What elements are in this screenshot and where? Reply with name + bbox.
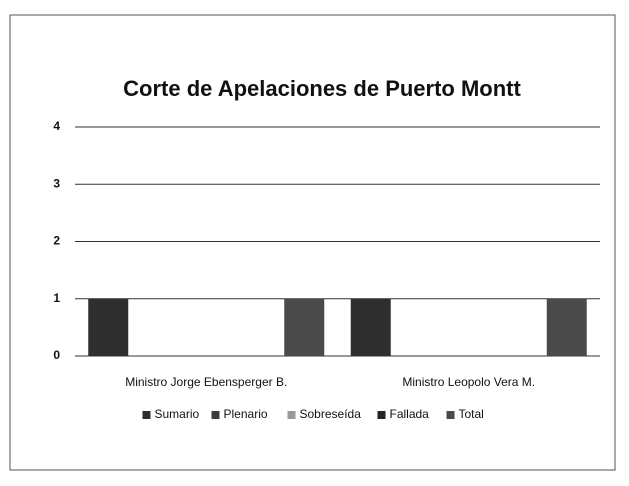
- bar: [88, 298, 129, 356]
- y-tick-label: 2: [53, 234, 60, 248]
- chart-title: Corte de Apelaciones de Puerto Montt: [123, 76, 521, 101]
- legend-swatch: [446, 411, 455, 419]
- legend-label: Sumario: [155, 407, 200, 421]
- bar: [350, 298, 391, 356]
- y-tick-label: 1: [53, 291, 60, 305]
- legend-swatch: [142, 411, 151, 419]
- y-tick-label: 3: [53, 176, 60, 190]
- legend-label: Sobreseída: [300, 407, 362, 421]
- y-tick-label: 4: [53, 119, 60, 133]
- legend-label: Fallada: [390, 407, 430, 421]
- x-tick-label: Ministro Leopolo Vera M.: [402, 375, 535, 389]
- x-tick-label: Ministro Jorge Ebensperger B.: [125, 375, 287, 389]
- legend-swatch: [377, 411, 386, 419]
- bar: [284, 298, 325, 356]
- legend-label: Total: [459, 407, 484, 421]
- legend-label: Plenario: [224, 407, 268, 421]
- legend-swatch: [211, 411, 220, 419]
- chart-frame: [9, 14, 616, 471]
- legend-swatch: [287, 411, 296, 419]
- bar: [546, 298, 587, 356]
- y-tick-label: 0: [53, 348, 60, 362]
